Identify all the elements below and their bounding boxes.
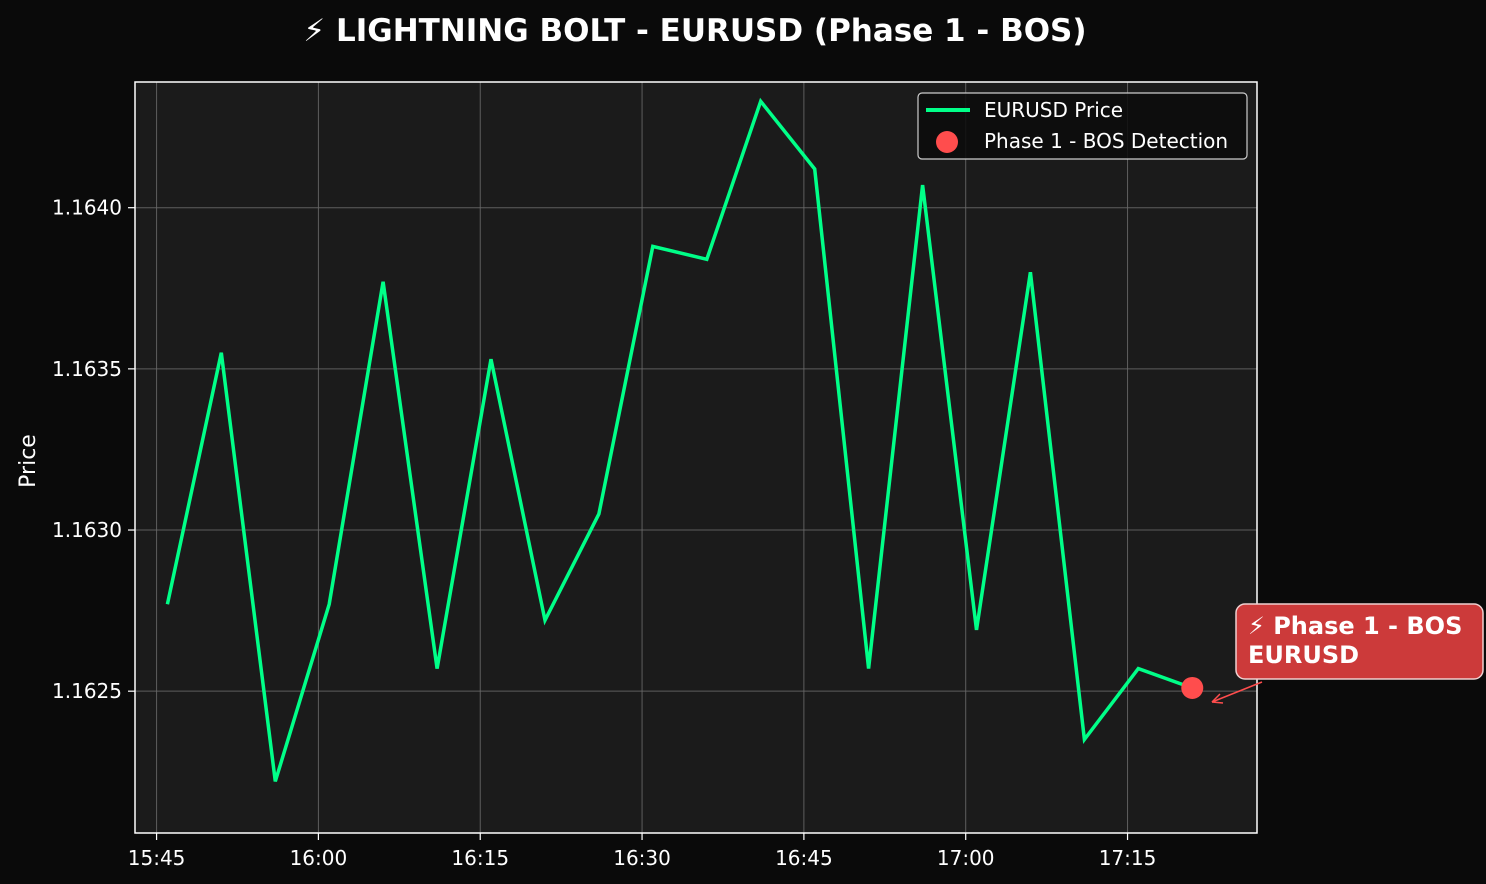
y-tick-label: 1.1635 xyxy=(52,357,122,381)
legend-label-marker: Phase 1 - BOS Detection xyxy=(984,129,1228,153)
plot-area xyxy=(135,82,1257,833)
x-tick-label: 17:00 xyxy=(937,846,995,870)
legend-marker-swatch xyxy=(936,131,958,153)
x-tick-label: 16:15 xyxy=(451,846,509,870)
y-tick-label: 1.1640 xyxy=(52,196,122,220)
y-tick-label: 1.1625 xyxy=(52,679,122,703)
annotation-box xyxy=(1235,603,1484,680)
series-line-eurusd-price xyxy=(165,97,1193,782)
annotation-line2: EURUSD xyxy=(1248,641,1359,669)
annotation-line1: ⚡ Phase 1 - BOS xyxy=(1248,612,1462,640)
x-tick-label: 15:45 xyxy=(128,846,186,870)
bos-annotation: ⚡ Phase 1 - BOS EURUSD xyxy=(1211,603,1484,704)
x-tick-label: 17:15 xyxy=(1099,846,1157,870)
y-tick-label: 1.1630 xyxy=(52,518,122,542)
x-tick-label: 16:30 xyxy=(613,846,671,870)
x-tick-label: 16:00 xyxy=(290,846,348,870)
axis-ticks: 15:45 16:00 16:15 16:30 16:45 17:00 17:15 1.162… xyxy=(52,196,1156,870)
legend: EURUSD Price Phase 1 - BOS Detection xyxy=(917,92,1248,160)
marker-layer xyxy=(1181,676,1204,699)
legend-label-price: EURUSD Price xyxy=(984,98,1123,122)
annotation-arrow xyxy=(1211,681,1263,703)
plot-frame xyxy=(134,81,1258,834)
x-tick-label: 16:45 xyxy=(775,846,833,870)
legend-box xyxy=(917,92,1248,160)
annotation-arrowhead xyxy=(1211,693,1224,704)
chart-title: ⚡ LIGHTNING BOLT - EURUSD (Phase 1 - BOS… xyxy=(303,13,1086,49)
bos-detection-marker xyxy=(1181,676,1204,699)
y-axis-label: Price xyxy=(16,434,41,488)
grid xyxy=(135,82,1257,833)
series-layer xyxy=(165,97,1193,782)
